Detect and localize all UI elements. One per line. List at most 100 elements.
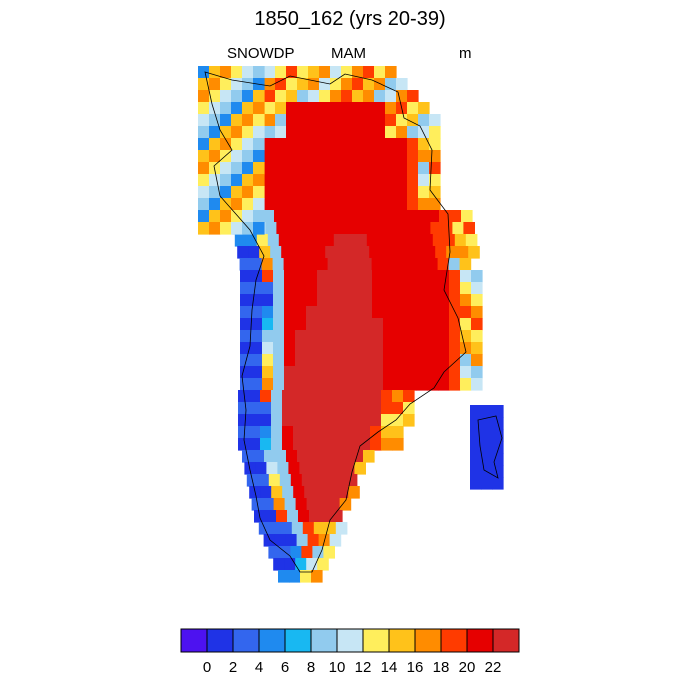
map-cell — [427, 330, 439, 343]
map-cell — [394, 366, 406, 379]
map-cell — [461, 210, 473, 223]
map-cell — [249, 438, 261, 451]
map-cell — [275, 126, 287, 139]
map-cell — [198, 78, 210, 91]
map-cell — [308, 174, 320, 187]
map-cell — [363, 186, 375, 199]
map-cell — [321, 462, 333, 475]
map-cell — [416, 306, 428, 319]
map-cell — [332, 462, 344, 475]
map-cell — [381, 414, 393, 427]
map-cell — [471, 342, 483, 355]
map-cell — [220, 210, 232, 223]
map-cell — [209, 222, 221, 235]
colorbar-tick-label: 22 — [485, 659, 502, 676]
colorbar-tick-label: 2 — [229, 659, 237, 676]
map-cell — [393, 258, 406, 271]
map-cell — [253, 126, 265, 139]
map-cell — [370, 438, 382, 451]
map-cell — [470, 441, 482, 454]
map-cell — [377, 234, 390, 247]
map-cell — [274, 534, 287, 547]
map-cell — [231, 174, 243, 187]
map-cell — [481, 441, 493, 454]
map-cell — [407, 150, 419, 163]
map-cell — [372, 282, 384, 295]
map-cell — [264, 450, 276, 463]
map-cell — [385, 66, 397, 79]
map-cell — [415, 258, 428, 271]
map-cell — [330, 162, 342, 175]
map-cell — [323, 474, 336, 487]
map-cell — [260, 438, 272, 451]
map-cell — [284, 318, 296, 331]
map-cell — [370, 390, 382, 403]
map-cell — [198, 162, 210, 175]
map-cell — [416, 378, 428, 391]
map-cell — [295, 558, 307, 571]
map-cell — [374, 174, 386, 187]
map-cell — [325, 246, 337, 259]
map-cell — [392, 402, 404, 415]
map-cell — [253, 150, 265, 163]
map-cell — [248, 246, 260, 259]
map-cell — [429, 114, 441, 127]
map-cell — [264, 198, 276, 211]
map-cell — [349, 258, 362, 271]
map-cell — [396, 90, 408, 103]
map-cell — [439, 210, 451, 223]
map-cell — [350, 366, 362, 379]
map-cell — [234, 234, 247, 247]
map-cell — [407, 198, 419, 211]
map-cell — [375, 222, 387, 235]
map-cell — [330, 102, 342, 115]
map-cell — [316, 258, 329, 271]
map-cell — [396, 126, 408, 139]
map-cell — [429, 198, 441, 211]
map-cell — [251, 270, 263, 283]
map-cell — [285, 210, 297, 223]
map-cell — [242, 174, 254, 187]
map-cell — [348, 426, 360, 439]
map-cell — [410, 234, 423, 247]
map-cell — [430, 222, 442, 235]
map-cell — [341, 450, 353, 463]
map-cell — [242, 222, 254, 235]
map-cell — [446, 246, 458, 259]
map-cell — [352, 114, 364, 127]
map-cell — [295, 378, 307, 391]
map-cell — [394, 318, 406, 331]
map-cell — [259, 246, 271, 259]
map-cell — [428, 210, 440, 223]
map-cell — [304, 438, 316, 451]
map-cell — [306, 306, 318, 319]
map-cell — [361, 366, 373, 379]
map-cell — [492, 453, 504, 466]
map-cell — [297, 198, 309, 211]
map-cell — [322, 234, 335, 247]
map-cell — [394, 354, 406, 367]
map-cell — [282, 414, 294, 427]
map-cell — [251, 342, 263, 355]
map-cell — [245, 234, 258, 247]
map-cell — [220, 102, 232, 115]
map-cell — [284, 354, 296, 367]
map-cell — [275, 450, 287, 463]
map-cell — [253, 450, 265, 463]
colorbar-box — [284, 628, 312, 653]
map-cell — [220, 90, 232, 103]
map-cell — [470, 429, 482, 442]
map-cell — [253, 162, 265, 175]
map-cell — [231, 66, 243, 79]
map-cell — [339, 318, 351, 331]
map-cell — [339, 498, 352, 511]
map-cell — [460, 354, 472, 367]
colorbar-tick-label: 4 — [255, 659, 263, 676]
map-cell — [363, 78, 375, 91]
map-cell — [352, 150, 364, 163]
map-cell — [276, 222, 288, 235]
map-cell — [471, 354, 483, 367]
map-cell — [385, 186, 397, 199]
map-cell — [435, 246, 447, 259]
